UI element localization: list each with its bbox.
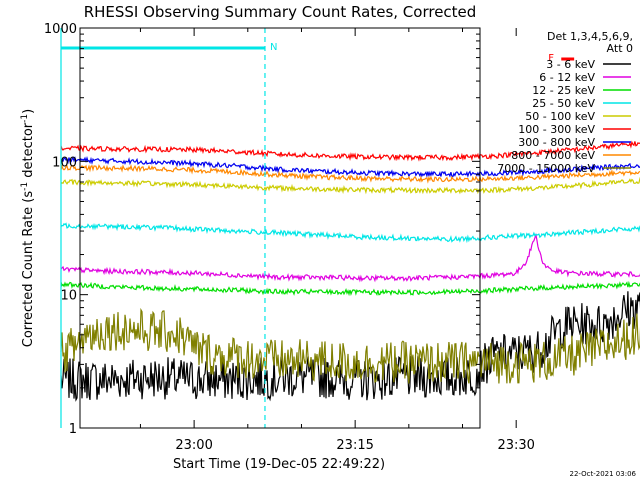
series-100-300-kev-line-1	[60, 140, 640, 162]
plot-area: NFS	[60, 27, 640, 429]
plot-frame	[79, 27, 481, 429]
y-tick-label: 100	[52, 155, 77, 170]
y-tick-label: 1	[69, 422, 77, 437]
flag-bar-n-1	[60, 46, 265, 50]
x-tick-label: 23:30	[497, 438, 534, 453]
x-axis-label: Start Time (19-Dec-05 22:49:22)	[173, 457, 385, 472]
series-300-800-kev-line-1	[60, 155, 640, 179]
legend-label-7000-15000-kev: 7000 - 15000 keV	[497, 162, 595, 175]
legend-header-line2: Att 0	[607, 42, 633, 55]
footer-date: 22-Oct-2021 03:06	[570, 470, 637, 478]
y-tick-label: 10	[60, 289, 77, 304]
legend-label-50-100-kev: 50 - 100 keV	[525, 110, 595, 123]
series-6-12-kev-line-1	[60, 232, 640, 283]
legend-label-12-25-kev: 12 - 25 keV	[532, 84, 595, 97]
legend-label-6-12-kev: 6 - 12 keV	[539, 71, 595, 84]
series-25-50-kev-line-1	[60, 222, 640, 244]
chart-title: RHESSI Observing Summary Count Rates, Co…	[84, 3, 477, 21]
y-axis-label: Corrected Count Rate (s-1 detector-1)	[20, 109, 36, 347]
flag-bars: NFS	[60, 42, 575, 64]
y-axis: 1 10 100 1000	[44, 22, 480, 437]
legend-label-3-6-kev: 3 - 6 keV	[546, 58, 595, 71]
series-12-25-kev-line-1	[60, 280, 640, 297]
flag-label-f-2: F	[548, 53, 554, 64]
series-800-7000-kev-line-1	[60, 164, 640, 184]
flag-bar-f-2	[561, 57, 575, 61]
vertical-markers	[60, 28, 266, 428]
y-tick-label: 1000	[44, 22, 77, 37]
series-50-100-kev-line-1	[60, 176, 640, 195]
legend-label-800-7000-kev: 800 - 7000 keV	[511, 149, 595, 162]
legend-header-line1: Det 1,3,4,5,6,9,	[547, 30, 633, 43]
x-tick-label: 23:00	[175, 438, 212, 453]
flag-label-n-1: N	[270, 42, 277, 53]
legend-label-300-800-kev: 300 - 800 keV	[518, 136, 595, 149]
series-7000-15000-kev-line-1	[60, 307, 640, 384]
legend-label-100-300-kev: 100 - 300 keV	[518, 123, 595, 136]
series-layer	[60, 140, 640, 402]
series-3-6-kev-line-1	[60, 291, 640, 402]
legend-label-25-50-kev: 25 - 50 keV	[532, 97, 595, 110]
x-tick-label: 23:15	[336, 438, 373, 453]
